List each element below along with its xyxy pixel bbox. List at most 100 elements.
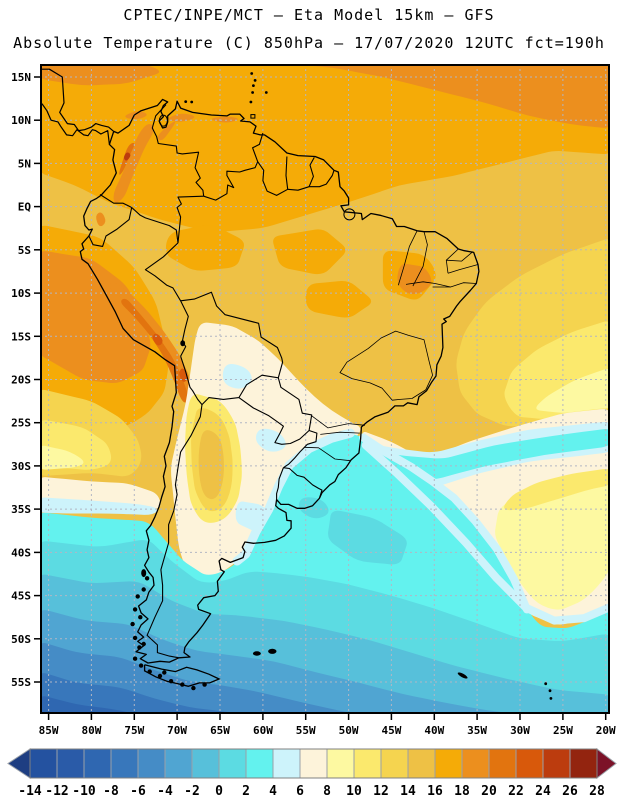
colorbar-tick-label: -10 <box>72 784 96 799</box>
fjord-island <box>138 663 144 668</box>
y-axis-tick-label: 40S <box>11 546 31 559</box>
state-border <box>447 264 479 274</box>
falkland-island-west <box>252 651 261 656</box>
colorbar-cell <box>191 748 220 779</box>
small-island <box>252 84 255 87</box>
state-border <box>412 231 428 287</box>
country-border <box>309 170 335 188</box>
fjord-island <box>132 635 138 641</box>
y-axis-tick-label: 15S <box>11 330 31 343</box>
colorbar-cell <box>218 748 247 779</box>
y-axis-tick-label: 50S <box>11 633 31 646</box>
y-axis-tick-label: 10N <box>11 114 31 127</box>
temp-region <box>298 497 329 519</box>
y-axis-tick-label: 35S <box>11 503 31 516</box>
fjord-island <box>141 641 146 647</box>
marajo-island <box>343 208 356 221</box>
fjord-island <box>132 656 138 661</box>
y-axis-tick-label: 25S <box>11 417 31 430</box>
small-island <box>548 689 552 693</box>
y-axis-tick-label: 20S <box>11 374 31 387</box>
colorbar-cell <box>110 748 139 779</box>
colorbar-tick-label: 6 <box>296 784 304 799</box>
state-border <box>432 282 477 288</box>
country-border <box>277 377 313 431</box>
figure-subtitle: Absolute Temperature (C) 850hPa – 17/07/… <box>13 34 605 52</box>
country-border <box>88 207 133 247</box>
y-axis-tick-label: 10S <box>11 287 31 300</box>
country-border <box>238 397 310 445</box>
country-border <box>203 161 259 201</box>
colorbar-tick-label: -8 <box>103 784 119 799</box>
country-border <box>238 374 279 398</box>
colorbar-cell <box>83 748 112 779</box>
temp-region <box>305 281 372 318</box>
temp-region <box>121 298 189 403</box>
country-border <box>285 156 289 190</box>
colorbar-cell <box>434 748 463 779</box>
colorbar-cell <box>407 748 436 779</box>
chiloe-island <box>141 569 147 578</box>
state-border <box>320 431 360 435</box>
x-axis-tick-label: 80W <box>81 724 101 737</box>
country-border <box>99 194 132 208</box>
colorbar-cell <box>272 748 301 779</box>
state-border <box>339 330 433 401</box>
fjord-island <box>144 576 150 581</box>
colorbar-tick-label: -12 <box>45 784 68 799</box>
temp-region <box>113 124 154 203</box>
x-axis-tick-label: 35W <box>467 724 487 737</box>
colorbar-tick-label: -14 <box>18 784 42 799</box>
temp-region <box>328 510 407 565</box>
fjord-island <box>147 669 152 674</box>
fjord-island <box>132 607 138 612</box>
temp-region <box>40 696 137 714</box>
colorbar-tick-label: 24 <box>535 784 551 799</box>
coastline <box>79 98 480 664</box>
x-axis-tick-label: 30W <box>510 724 530 737</box>
fjord-island <box>141 587 146 592</box>
central-america-coastline <box>40 100 110 145</box>
falkland-island-east <box>268 648 277 654</box>
colorbar-cell <box>245 748 274 779</box>
colorbar-tick-label: 18 <box>454 784 470 799</box>
x-axis-tick-label: 20W <box>596 724 616 737</box>
colorbar-tick-label: 12 <box>373 784 389 799</box>
temp-region <box>157 121 176 141</box>
colorbar-tick-label: 28 <box>589 784 605 799</box>
colorbar-arrow-left <box>7 748 31 779</box>
small-island <box>184 100 188 103</box>
x-axis-tick-label: 65W <box>210 724 230 737</box>
axes: 15N 10N 5N EQ 5S 10S 15S 20S 25S 30S 35S 40S 45S 50S 5… <box>11 71 616 737</box>
colorbar-tick-label: 14 <box>400 784 416 799</box>
small-island <box>251 91 255 94</box>
fjord-island <box>137 645 142 650</box>
x-axis-tick-label: 25W <box>553 724 573 737</box>
temp-region <box>255 428 286 452</box>
x-axis-tick-label: 40W <box>424 724 444 737</box>
fjord-island <box>168 679 174 684</box>
country-border <box>180 356 203 405</box>
colorbar-cell <box>380 748 409 779</box>
temp-region <box>125 111 147 120</box>
temp-region <box>273 229 346 275</box>
fjord-island <box>202 682 207 687</box>
x-axis-tick-label: 70W <box>167 724 187 737</box>
country-border <box>201 397 239 405</box>
trinidad-island <box>250 114 256 119</box>
fjord-island <box>191 685 196 691</box>
colorbar-tick-label: -4 <box>157 784 173 799</box>
map-frame <box>40 64 610 714</box>
colorbar-tick-label: 8 <box>323 784 331 799</box>
country-border <box>287 186 310 191</box>
small-island <box>549 697 553 700</box>
fjord-island <box>135 594 140 599</box>
small-island <box>253 79 257 82</box>
temp-region <box>165 225 245 271</box>
colorbar-cell <box>515 748 544 779</box>
temp-transition-band <box>361 441 610 625</box>
tierra-del-fuego-coastline <box>143 664 221 687</box>
y-axis-tick-label: 5N <box>18 157 31 170</box>
colorbar-cell <box>488 748 517 779</box>
